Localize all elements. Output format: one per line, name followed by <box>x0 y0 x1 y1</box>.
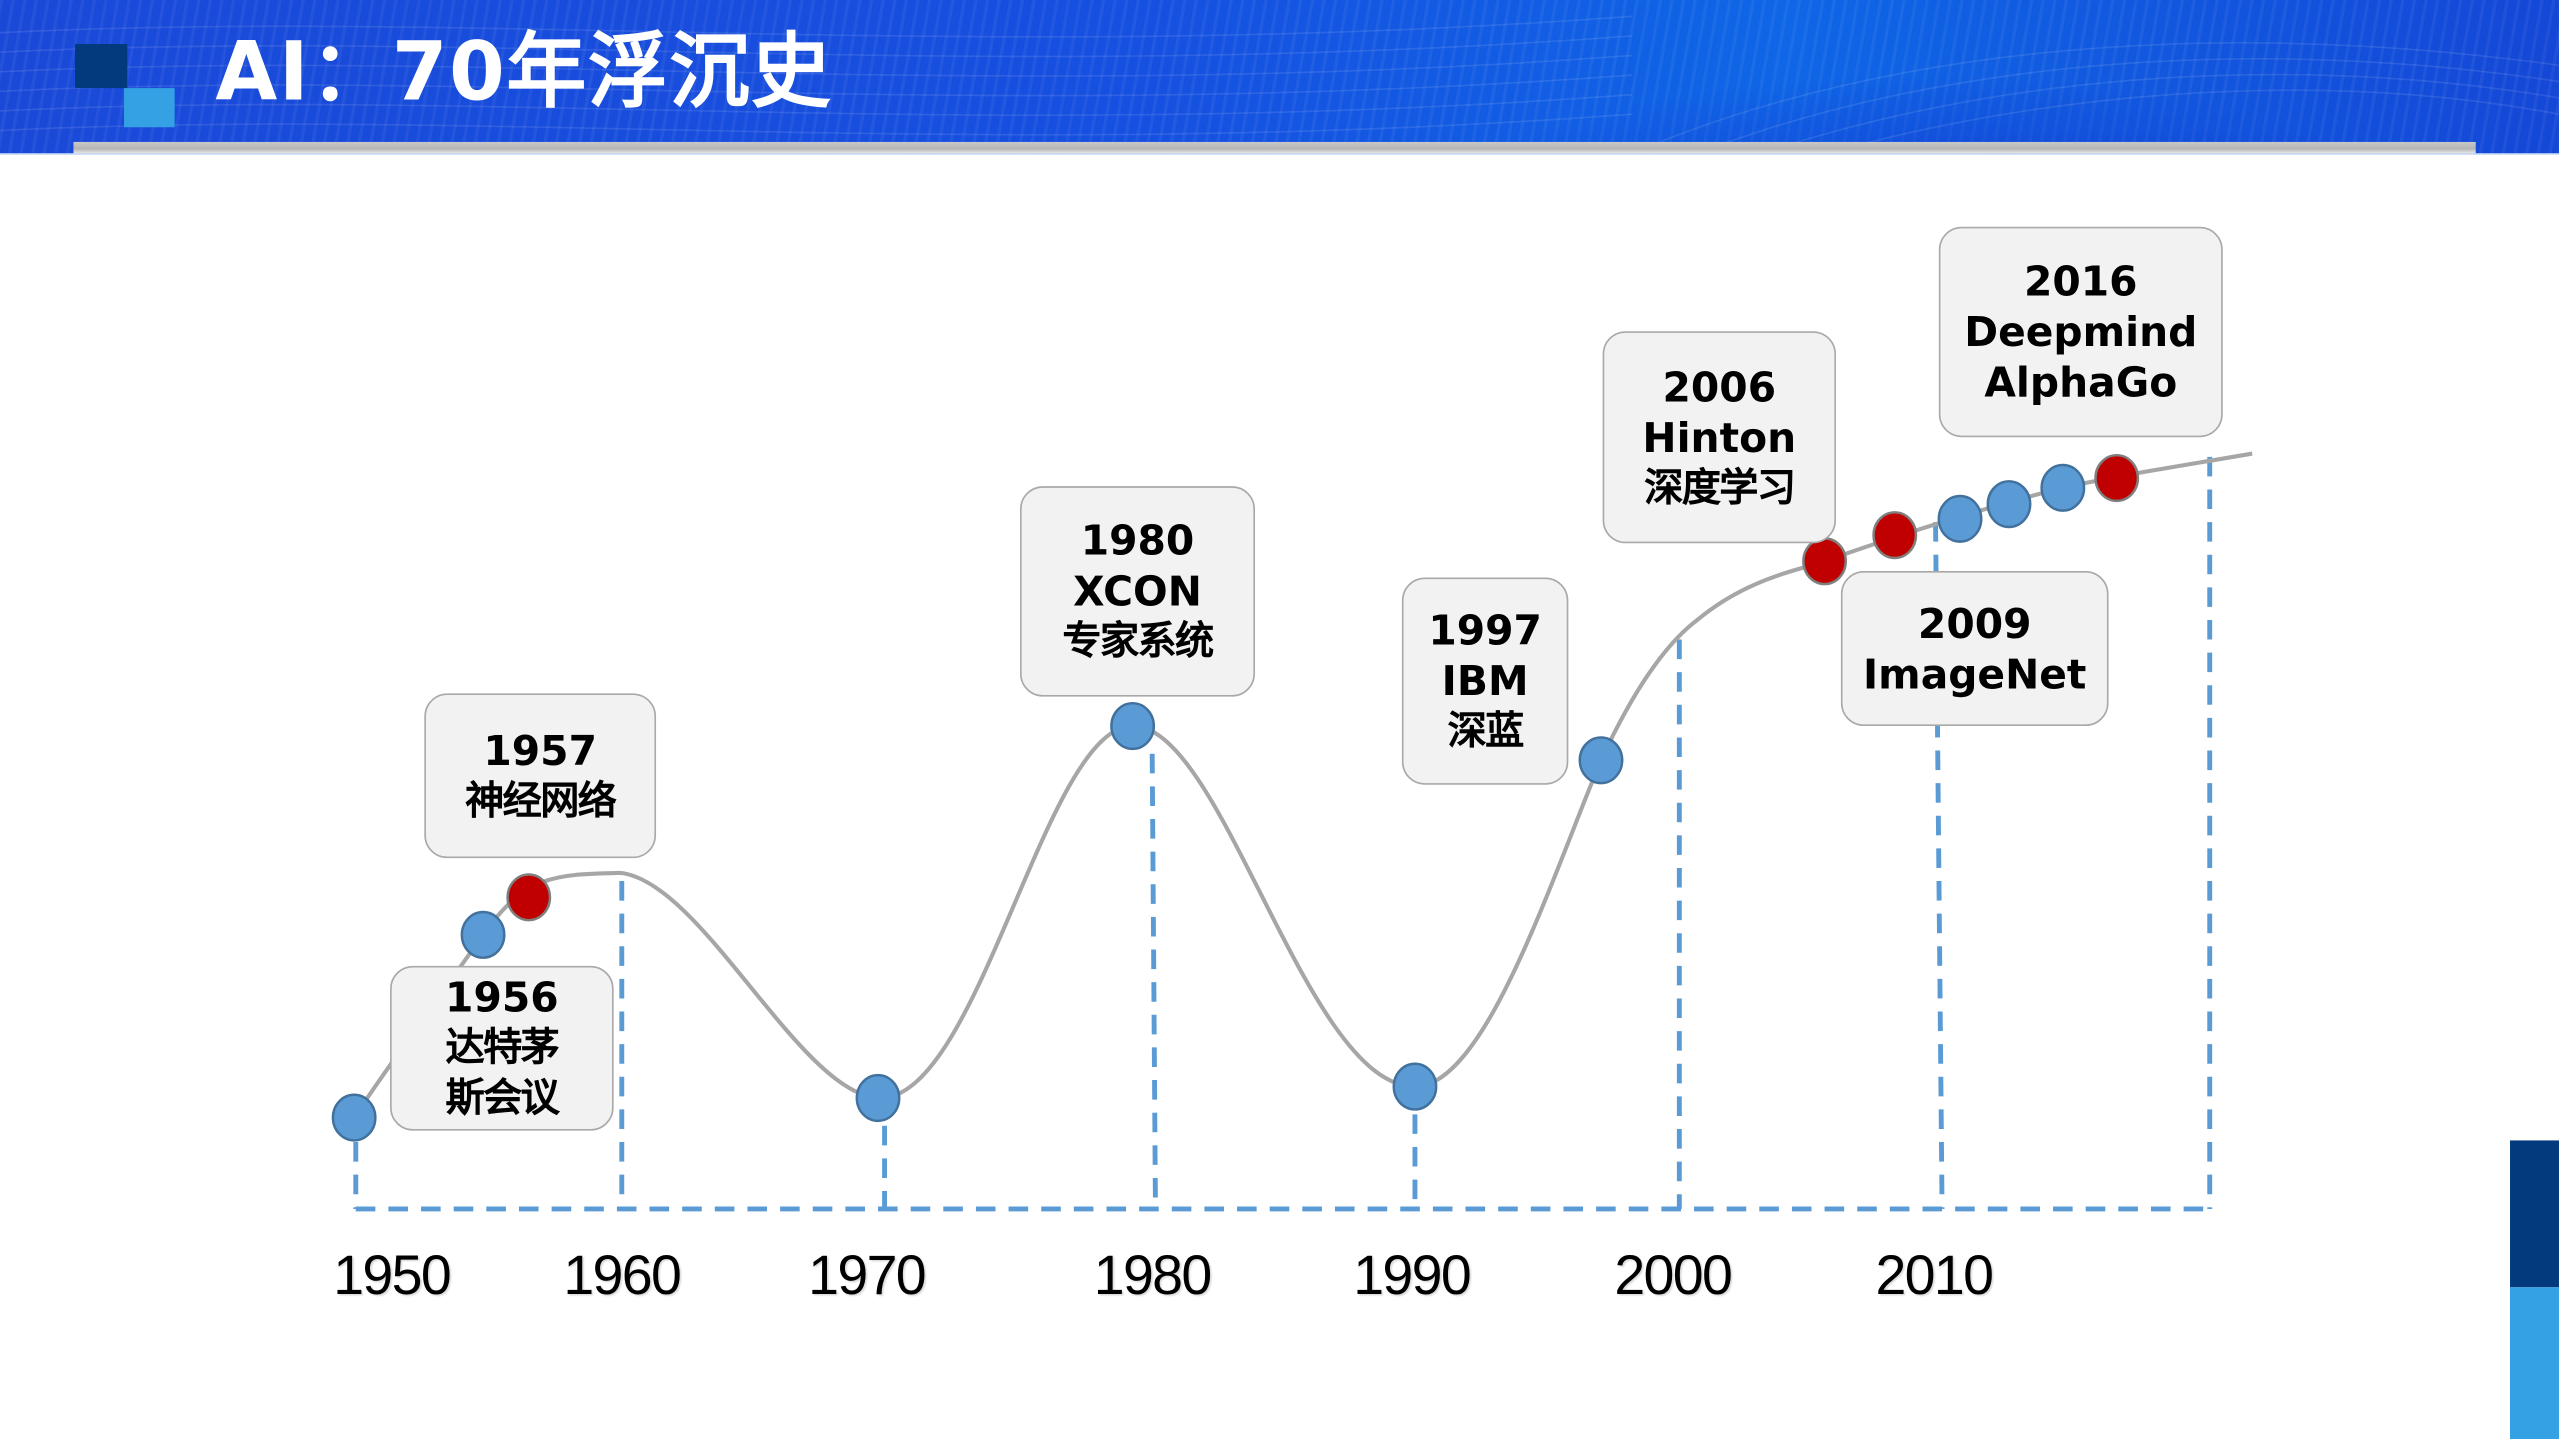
header-underline <box>0 153 2559 155</box>
event-label: AlphaGo <box>1984 358 2178 407</box>
event-label: 达特茅 <box>445 1024 560 1071</box>
corner-accent-dark <box>2510 1140 2559 1288</box>
logo-square-dark <box>75 44 128 89</box>
event-label: 斯会议 <box>445 1075 560 1121</box>
event-label: ImageNet <box>1863 650 2087 698</box>
event-box-2016: 2016 Deepmind AlphaGo <box>1938 226 2223 438</box>
event-year: 1997 <box>1428 606 1542 655</box>
marker-2006 <box>1802 537 1848 586</box>
axis-label-1990: 1990 <box>1353 1244 1472 1307</box>
event-box-1997: 1997 IBM 深蓝 <box>1401 577 1569 785</box>
header-divider-bar <box>73 141 2476 154</box>
event-box-1956: 1956 达特茅 斯会议 <box>390 965 614 1131</box>
header-banner: AI：70年浮沉史 <box>0 0 2559 154</box>
axis-label-2010: 2010 <box>1875 1244 1994 1307</box>
corner-accent-light <box>2510 1287 2559 1439</box>
event-year: 1957 <box>483 726 597 775</box>
event-box-1980: 1980 XCON 专家系统 <box>1020 486 1256 697</box>
event-year: 2016 <box>2024 257 2138 306</box>
event-label: 专家系统 <box>1062 618 1214 665</box>
axis-label-2000: 2000 <box>1614 1244 1733 1307</box>
axis-label-1970: 1970 <box>808 1244 927 1307</box>
event-label: Deepmind <box>1964 308 2198 356</box>
page-title: AI：70年浮沉史 <box>215 24 833 120</box>
event-year: 1956 <box>445 974 559 1022</box>
marker-1997 <box>1578 736 1624 785</box>
event-label: Hinton <box>1642 413 1797 461</box>
marker-2016 <box>2094 453 2140 503</box>
marker-2013 <box>1986 480 2032 529</box>
event-year: 2006 <box>1662 363 1777 411</box>
marker-1957 <box>506 873 552 922</box>
event-label: XCON <box>1073 567 1202 616</box>
axis-label-1960: 1960 <box>563 1244 682 1307</box>
marker-1980 <box>1110 701 1156 751</box>
logo-square-light <box>124 88 175 128</box>
event-markers <box>331 453 2140 1142</box>
marker-1950 <box>331 1093 377 1142</box>
marker-2009 <box>1872 511 1918 560</box>
header-wave-pattern <box>0 15 2559 154</box>
marker-1990 <box>1392 1062 1438 1111</box>
marker-1956 <box>460 910 506 959</box>
event-box-1957: 1957 神经网络 <box>424 693 657 859</box>
event-year: 2009 <box>1917 599 2032 647</box>
event-label: IBM <box>1441 657 1529 705</box>
marker-2015 <box>2040 463 2086 512</box>
event-box-2009: 2009 ImageNet <box>1840 571 2109 727</box>
event-label: 神经网络 <box>465 777 617 824</box>
event-year: 1980 <box>1080 517 1195 565</box>
marker-1970 <box>855 1073 901 1123</box>
marker-2011 <box>1937 494 1983 543</box>
axis-label-1980: 1980 <box>1093 1244 1213 1307</box>
axis-label-1950: 1950 <box>333 1244 452 1307</box>
event-label: 深蓝 <box>1447 708 1525 754</box>
event-label: 深度学习 <box>1644 464 1796 510</box>
event-box-2006: 2006 Hinton 深度学习 <box>1602 331 1836 544</box>
